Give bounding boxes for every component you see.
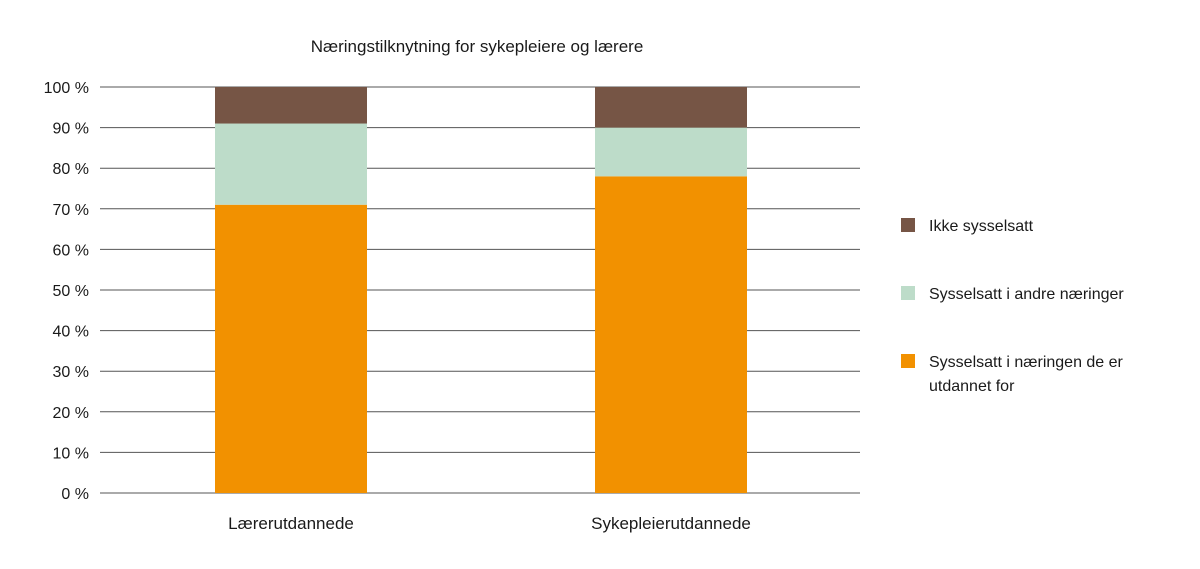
y-tick-label: 40 % — [53, 324, 89, 341]
chart-title: Næringstilknytning for sykepleiere og læ… — [311, 37, 644, 56]
legend-swatch — [901, 286, 915, 300]
bars — [215, 87, 747, 494]
legend-label: Sysselsatt i andre næringer — [929, 286, 1124, 303]
y-tick-label: 70 % — [53, 202, 89, 219]
bar-segment — [215, 123, 367, 205]
x-category-label: Lærerutdannede — [228, 514, 354, 533]
legend-swatch — [901, 354, 915, 368]
x-category-label: Sykepleierutdannede — [591, 514, 751, 533]
y-tick-label: 60 % — [53, 242, 89, 259]
y-tick-label: 90 % — [53, 121, 89, 138]
y-tick-label: 100 % — [44, 80, 89, 97]
y-axis-ticks: 0 % 10 % 20 % 30 % 40 % 50 % 60 % 70 % 80 % 90 % 1… — [44, 80, 89, 503]
legend-label: Sysselsatt i næringen de er utdannet for — [929, 354, 1124, 395]
bar-segment — [215, 204, 367, 494]
bar-segment — [595, 87, 747, 128]
bar-segment — [215, 87, 367, 124]
y-tick-label: 0 % — [61, 486, 89, 503]
y-tick-label: 20 % — [53, 405, 89, 422]
legend-label: Ikke sysselsatt — [929, 218, 1034, 235]
legend: Ikke sysselsatt Sysselsatt i andre næring… — [901, 218, 1124, 395]
x-axis-categories: Lærerutdannede Sykepleierutdannede — [228, 514, 751, 533]
legend-swatch — [901, 218, 915, 232]
y-tick-label: 50 % — [53, 283, 89, 300]
y-tick-label: 10 % — [53, 445, 89, 462]
bar-segment — [595, 176, 747, 493]
y-tick-label: 80 % — [53, 161, 89, 178]
bar-segment — [595, 127, 747, 177]
y-tick-label: 30 % — [53, 364, 89, 381]
